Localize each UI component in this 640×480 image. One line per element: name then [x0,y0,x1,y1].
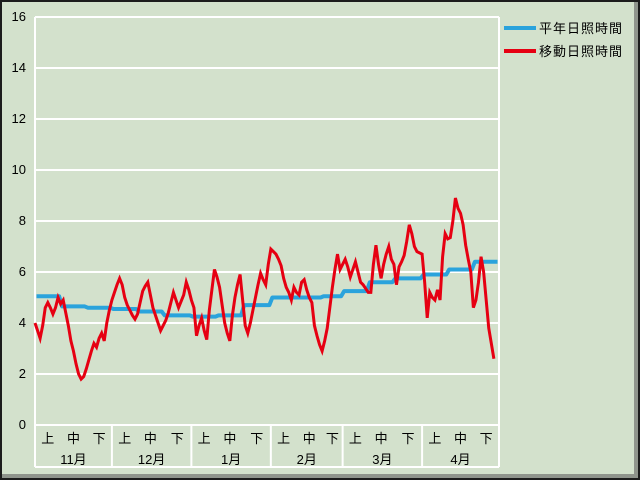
y-tick-label: 4 [19,315,26,330]
decade-label: 中 [454,431,467,446]
y-tick-label: 14 [12,60,26,75]
month-label: 4月 [450,452,470,467]
y-tick-label: 2 [19,366,26,381]
decade-label: 下 [171,431,184,446]
month-label: 2月 [297,452,317,467]
decade-label: 上 [118,431,131,446]
legend-item-normal: 平年日照時間 [504,20,624,36]
legend-item-moving: 移動日照時間 [504,43,624,59]
decade-label: 下 [326,431,339,446]
decade-label: 上 [428,431,441,446]
decade-label: 下 [480,431,493,446]
decade-label: 中 [223,431,236,446]
decade-label: 下 [401,431,414,446]
legend-label-normal: 平年日照時間 [539,21,624,36]
moving-sunshine-line [33,197,496,382]
month-label: 1月 [221,452,241,467]
decade-label: 中 [144,431,157,446]
legend-label-moving: 移動日照時間 [539,44,624,59]
decade-label: 中 [67,431,80,446]
decade-label: 上 [41,431,54,446]
y-tick-label: 12 [12,111,26,126]
chart-legend: 平年日照時間 移動日照時間 [504,20,624,59]
red-line-swatch [504,48,536,53]
normal-sunshine-line [36,259,498,319]
month-label: 11月 [60,452,87,467]
y-tick-label: 6 [19,264,26,279]
y-tick-label: 0 [19,417,26,432]
y-tick-label: 16 [12,9,26,24]
decade-label: 下 [93,431,106,446]
y-tick-label: 10 [12,162,26,177]
month-label: 12月 [138,452,165,467]
decade-label: 中 [375,431,388,446]
decade-label: 上 [349,431,362,446]
decade-label: 中 [303,431,316,446]
y-tick-label: 8 [19,213,26,228]
decade-label: 上 [198,431,211,446]
month-label: 3月 [372,452,392,467]
decade-label: 上 [277,431,290,446]
decade-label: 下 [250,431,263,446]
blue-line-swatch [504,25,536,30]
